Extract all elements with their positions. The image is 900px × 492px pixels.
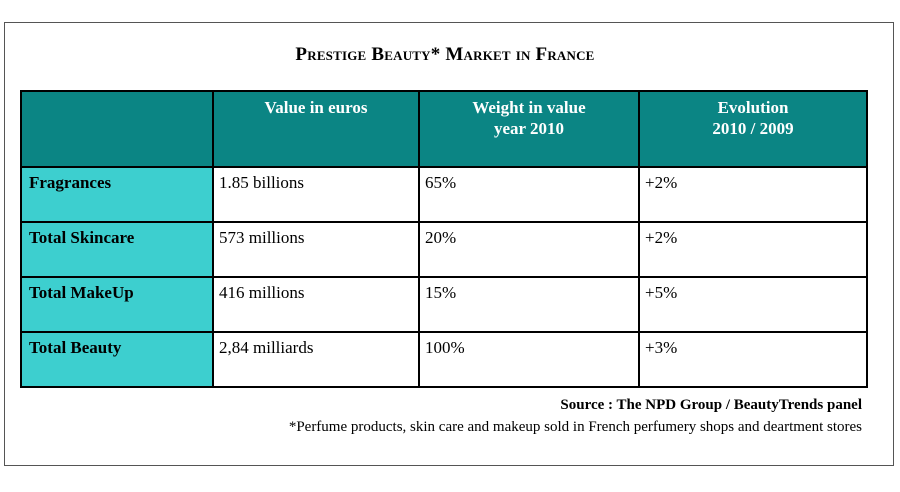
cell-evolution: +2% [638, 166, 868, 223]
figure-frame [4, 22, 894, 466]
cell-value: 573 millions [212, 221, 420, 278]
data-table: Value in euros Weight in value year 2010… [20, 90, 868, 388]
cell-evolution: +2% [638, 221, 868, 278]
row-label-total-beauty: Total Beauty [20, 331, 214, 388]
row-label-total-skincare: Total Skincare [20, 221, 214, 278]
header-value-line-1: Value in euros [264, 98, 368, 117]
header-evolution-line-2: 2010 / 2009 [712, 119, 794, 138]
cell-value: 1.85 billions [212, 166, 420, 223]
cell-evolution: +5% [638, 276, 868, 333]
header-weight-line-2: year 2010 [493, 119, 565, 138]
source-note: Source : The NPD Group / BeautyTrends pa… [560, 397, 862, 413]
row-label-fragrances: Fragrances [20, 166, 214, 223]
cell-value: 416 millions [212, 276, 420, 333]
header-cell-value: Value in euros [212, 90, 420, 168]
header-cell-empty [20, 90, 214, 168]
cell-value: 2,84 milliards [212, 331, 420, 388]
header-weight-line-1: Weight in value [472, 98, 586, 117]
table-row: Total MakeUp 416 millions 15% +5% [20, 276, 868, 333]
header-evolution-line-1: Evolution [717, 98, 789, 117]
cell-evolution: +3% [638, 331, 868, 388]
table-row: Total Skincare 573 millions 20% +2% [20, 221, 868, 278]
table-row: Fragrances 1.85 billions 65% +2% [20, 166, 868, 223]
cell-weight: 100% [418, 331, 640, 388]
row-label-total-makeup: Total MakeUp [20, 276, 214, 333]
chart-title: Prestige Beauty* Market in France [295, 44, 595, 65]
footnote: *Perfume products, skin care and makeup … [288, 419, 862, 435]
cell-weight: 15% [418, 276, 640, 333]
header-cell-weight: Weight in value year 2010 [418, 90, 640, 168]
header-cell-evolution: Evolution 2010 / 2009 [638, 90, 868, 168]
table-header-row: Value in euros Weight in value year 2010… [20, 90, 868, 168]
cell-weight: 65% [418, 166, 640, 223]
cell-weight: 20% [418, 221, 640, 278]
table-row: Total Beauty 2,84 milliards 100% +3% [20, 331, 868, 388]
